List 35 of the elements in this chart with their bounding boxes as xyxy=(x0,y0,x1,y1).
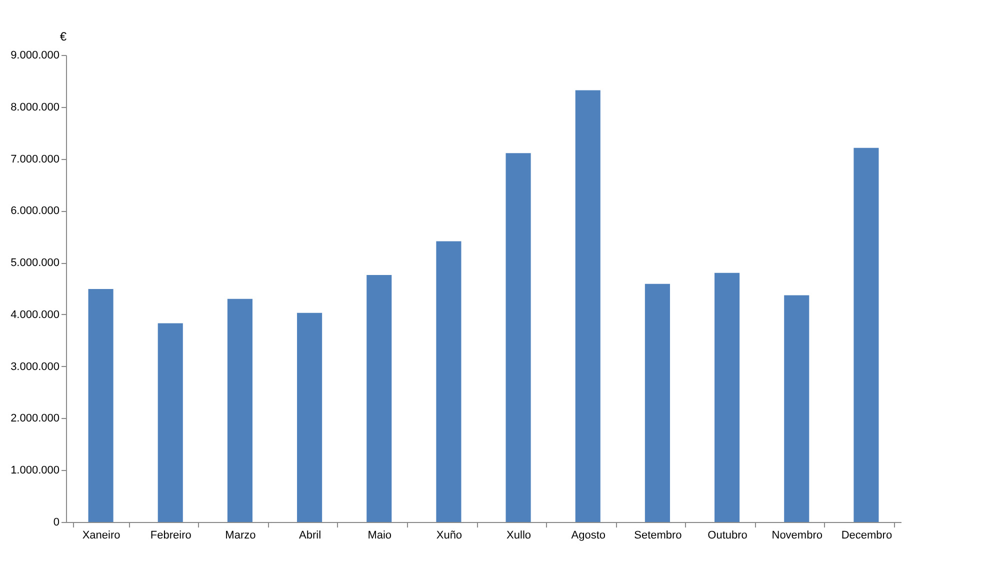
bar xyxy=(575,90,600,522)
x-tick-label: Xullo xyxy=(506,530,532,542)
bar xyxy=(644,284,670,522)
y-tick-label: 3.000.000 xyxy=(10,360,60,373)
x-tick-label: Agosto xyxy=(571,530,606,542)
x-tick-label: Febreiro xyxy=(150,530,192,542)
x-tick-label: Outubro xyxy=(708,530,748,542)
y-tick-label: 0 xyxy=(53,516,60,528)
x-tick-label: Setembro xyxy=(634,530,682,542)
x-tick-label: Decembro xyxy=(841,530,892,542)
y-tick-label: 2.000.000 xyxy=(10,412,60,425)
bar xyxy=(158,323,183,522)
bar xyxy=(854,148,879,522)
x-tick-label: Marzo xyxy=(225,530,256,542)
bar xyxy=(506,153,531,522)
y-tick-label: 7.000.000 xyxy=(10,153,60,166)
bar xyxy=(714,272,740,522)
y-tick-label: 1.000.000 xyxy=(10,464,60,477)
bar xyxy=(297,312,322,522)
bar xyxy=(436,241,462,522)
x-tick-label: Maio xyxy=(368,530,392,542)
y-tick-label: 5.000.000 xyxy=(10,257,60,270)
x-tick-label: Xaneiro xyxy=(82,530,120,542)
y-axis-title: € xyxy=(60,30,67,44)
y-tick-label: 6.000.000 xyxy=(10,205,60,218)
bar xyxy=(784,295,810,522)
bar xyxy=(227,298,252,522)
x-tick-label: Abril xyxy=(299,530,322,542)
bar xyxy=(88,289,114,522)
x-tick-label: Xuño xyxy=(436,530,462,542)
y-tick-label: 8.000.000 xyxy=(10,101,60,114)
bar xyxy=(366,275,392,522)
y-tick-label: 9.000.000 xyxy=(10,50,60,62)
x-tick-label: Novembro xyxy=(772,530,822,542)
y-tick-label: 4.000.000 xyxy=(10,308,60,321)
